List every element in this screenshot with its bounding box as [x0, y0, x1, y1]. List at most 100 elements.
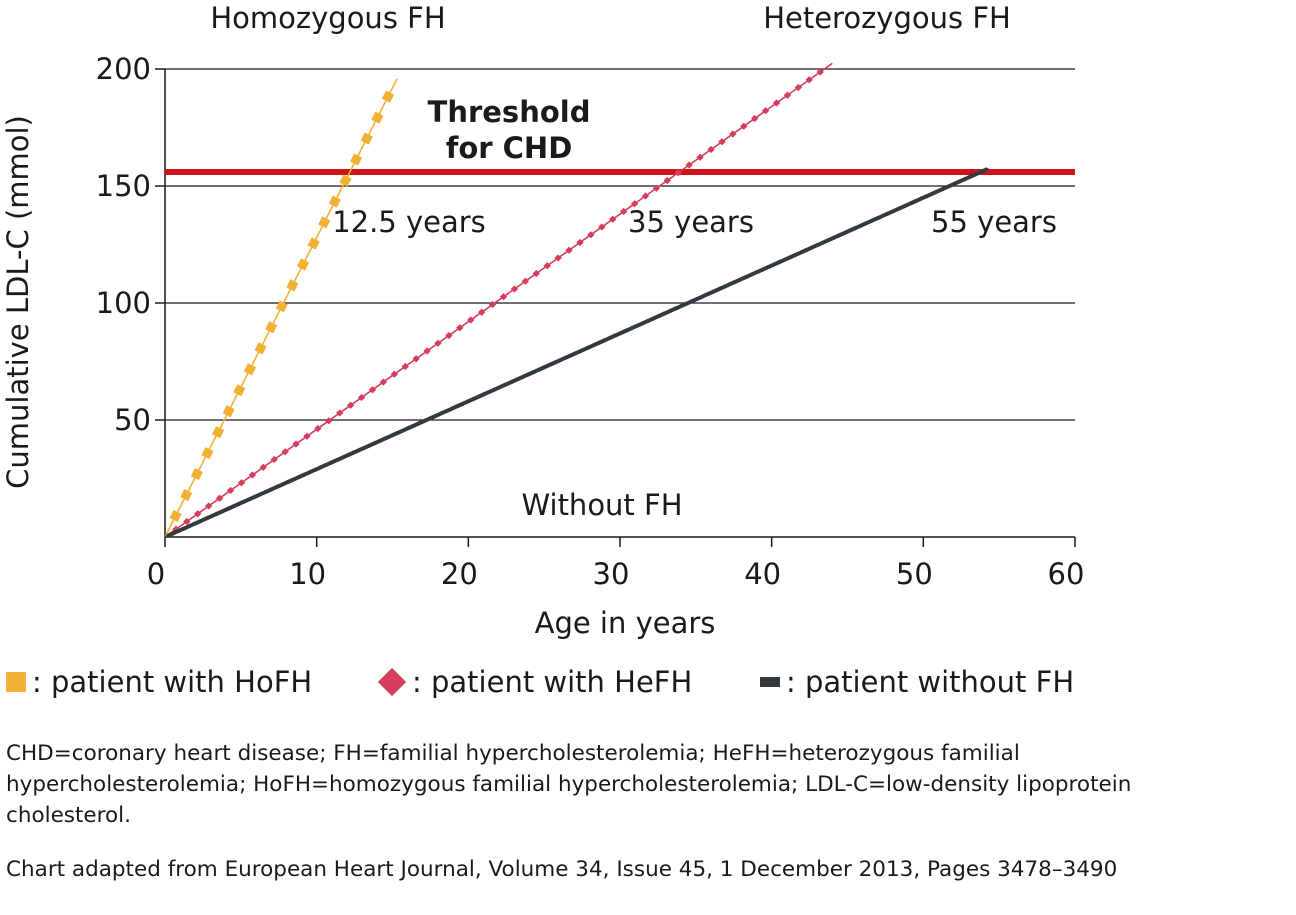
marker-hefh-41 [619, 207, 628, 216]
legend: : patient with HoFH : patient with HeFH … [6, 660, 1286, 704]
marker-hofh-6 [233, 384, 246, 397]
abbreviations-footnote: CHD=coronary heart disease; FH=familial … [6, 741, 1132, 828]
marker-hofh-7 [243, 363, 256, 376]
marker-hefh-27 [467, 316, 475, 324]
marker-hefh-9 [270, 455, 278, 464]
diamond-marker-icon [377, 667, 407, 697]
marker-hofh-4 [212, 426, 225, 439]
y-axis-label: Cumulative LDL-C (mmol) [1, 115, 35, 489]
y-tick-label-100: 100 [96, 286, 151, 320]
legend-label-nofh: : patient without FH [786, 665, 1075, 699]
threshold-age-hefh: 35 years [628, 205, 754, 239]
marker-hefh-44 [652, 184, 661, 192]
legend-item-hefh: : patient with HeFH [377, 660, 693, 704]
marker-hefh-18 [368, 386, 377, 394]
marker-hefh-20 [390, 370, 398, 378]
series-label-hefh: Heterozygous FH [763, 1, 1011, 35]
marker-hefh-28 [478, 308, 486, 316]
marker-hefh-40 [609, 215, 617, 223]
marker-hofh-3 [201, 447, 214, 460]
marker-hefh-23 [423, 347, 431, 355]
marker-hofh-8 [254, 342, 267, 355]
marker-hofh-20 [381, 90, 394, 103]
marker-hefh-58 [805, 76, 813, 84]
y-tick-label-200: 200 [96, 52, 151, 86]
legend-label-hefh: : patient with HeFH [412, 665, 693, 699]
marker-hofh-11 [286, 279, 299, 292]
marker-hefh-15 [336, 409, 344, 417]
marker-hofh-13 [307, 237, 320, 250]
marker-hefh-35 [554, 254, 562, 262]
marker-hefh-19 [379, 378, 388, 386]
x-tick-label-40: 40 [744, 557, 781, 591]
marker-hofh-19 [371, 111, 384, 124]
marker-hefh-32 [521, 277, 530, 285]
x-tick-label-0: 0 [147, 557, 165, 591]
marker-hofh-18 [360, 132, 373, 145]
marker-hefh-11 [292, 440, 300, 448]
series-label-nofh: Without FH [521, 488, 682, 522]
marker-hefh-37 [576, 238, 584, 247]
x-axis-label: Age in years [535, 606, 716, 640]
marker-hefh-55 [772, 99, 781, 107]
series-label-hofh: Homozygous FH [210, 1, 445, 35]
threshold-age-hofh: 12.5 years [332, 205, 486, 239]
marker-hefh-36 [565, 246, 573, 254]
marker-hefh-14 [325, 417, 333, 425]
marker-hefh-4 [215, 494, 224, 502]
marker-hefh-49 [707, 145, 715, 154]
marker-hofh-9 [265, 321, 278, 334]
marker-hefh-8 [259, 463, 267, 471]
axes: 50 100 150 200 0 10 20 30 40 50 60 [96, 52, 1085, 591]
marker-hofh-17 [350, 153, 363, 166]
x-tick-label-20: 20 [441, 557, 478, 591]
marker-hefh-59 [816, 68, 824, 76]
marker-hofh-12 [296, 258, 310, 271]
marker-hefh-13 [314, 424, 322, 433]
x-tick-label-60: 60 [1048, 557, 1085, 591]
marker-hefh-22 [412, 355, 420, 363]
y-tick-label-150: 150 [96, 169, 151, 203]
source-note: Chart adapted from European Heart Journa… [6, 857, 1118, 882]
marker-hefh-6 [237, 479, 246, 487]
marker-hefh-30 [499, 293, 508, 301]
ldl-chart: 50 100 150 200 0 10 20 30 40 50 60 Homozygous FH H… [1, 1, 1085, 640]
marker-hefh-24 [434, 339, 442, 347]
marker-hofh-1 [180, 489, 193, 502]
marker-hefh-17 [357, 393, 366, 402]
marker-hefh-50 [718, 138, 726, 146]
dash-marker-icon [760, 677, 780, 687]
marker-hefh-3 [205, 502, 213, 510]
series [164, 62, 1075, 538]
legend-item-hofh: : patient with HoFH [6, 660, 312, 704]
marker-hefh-46 [674, 169, 682, 177]
grid [165, 68, 1075, 421]
legend-item-nofh: : patient without FH [760, 660, 1074, 704]
threshold-label-line1: Threshold [428, 95, 591, 129]
marker-hefh-1 [183, 517, 191, 526]
marker-hofh-2 [190, 468, 203, 481]
marker-hefh-51 [729, 130, 737, 138]
marker-hofh-16 [339, 174, 352, 187]
marker-hefh-12 [303, 432, 311, 440]
marker-hofh-5 [222, 405, 235, 418]
marker-hefh-29 [488, 300, 497, 309]
legend-label-hofh: : patient with HoFH [32, 665, 313, 699]
x-tick-label-30: 30 [593, 557, 630, 591]
marker-hefh-16 [346, 401, 355, 409]
threshold-label-line2: for CHD [446, 131, 573, 165]
marker-hofh-15 [328, 195, 341, 208]
marker-hofh-10 [275, 300, 288, 313]
marker-hefh-25 [445, 331, 453, 340]
marker-hefh-45 [663, 176, 671, 185]
labels: Homozygous FH Heterozygous FH Without FH… [1, 1, 1057, 640]
marker-hefh-52 [740, 122, 748, 130]
marker-hefh-34 [543, 262, 551, 270]
y-tick-label-50: 50 [114, 403, 151, 437]
marker-nofh-149 [979, 167, 989, 174]
threshold-age-nofh: 55 years [931, 205, 1057, 239]
x-tick-label-10: 10 [289, 557, 326, 591]
marker-hefh-5 [226, 486, 235, 495]
marker-hefh-26 [456, 324, 464, 332]
x-tick-label-50: 50 [896, 557, 933, 591]
